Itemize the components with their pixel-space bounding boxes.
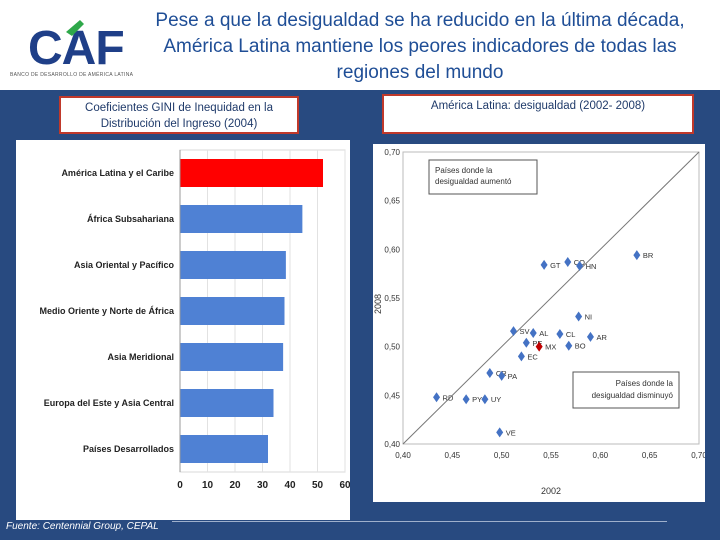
scatter-point bbox=[486, 367, 494, 378]
bar-category-label: América Latina y el Caribe bbox=[61, 168, 174, 178]
logo-tagline: BANCO DE DESARROLLO DE AMÉRICA LATINA bbox=[10, 72, 134, 78]
scatter-point bbox=[633, 250, 641, 261]
scatter-point bbox=[462, 394, 470, 405]
bar-x-tick-label: 50 bbox=[312, 480, 324, 491]
scatter-point-label: EC bbox=[527, 352, 538, 361]
scatter-point bbox=[496, 427, 504, 438]
annotation-box-above bbox=[428, 159, 538, 195]
scatter-point-label: RD bbox=[443, 393, 454, 402]
scatter-x-tick-label: 0,65 bbox=[642, 451, 658, 460]
bar-x-tick-label: 40 bbox=[284, 480, 296, 491]
bar-category-label: África Subsahariana bbox=[87, 214, 175, 224]
scatter-point bbox=[576, 260, 584, 271]
bar-x-tick-label: 10 bbox=[202, 480, 214, 491]
scatter-x-tick-label: 0,45 bbox=[445, 451, 461, 460]
scatter-y-tick-label: 0,70 bbox=[384, 148, 400, 157]
bar-x-tick-label: 60 bbox=[339, 480, 350, 491]
gini-bar bbox=[180, 205, 303, 233]
scatter-point-label: UY bbox=[491, 395, 501, 404]
annotation-above-line1: Países donde la bbox=[435, 166, 493, 175]
scatter-point bbox=[517, 351, 525, 362]
source-divider bbox=[172, 521, 667, 522]
gini-bar bbox=[180, 343, 284, 371]
scatter-point bbox=[498, 370, 506, 381]
scatter-point-label: VE bbox=[506, 428, 516, 437]
scatter-point bbox=[433, 392, 441, 403]
scatter-point-label: CL bbox=[566, 330, 576, 339]
scatter-point bbox=[481, 394, 489, 405]
right-chart-label: América Latina: desigualdad (2002- 2008) bbox=[382, 94, 694, 134]
scatter-point-label: MX bbox=[545, 343, 556, 352]
gini-bar bbox=[180, 435, 268, 463]
scatter-point-label: PA bbox=[508, 372, 517, 381]
annotation-above-line2: desigualdad aumentó bbox=[435, 177, 512, 186]
scatter-x-tick-label: 0,55 bbox=[543, 451, 559, 460]
bar-x-tick-label: 0 bbox=[177, 480, 183, 491]
scatter-point-label: PY bbox=[472, 395, 482, 404]
annotation-below-line2: desigualdad disminuyó bbox=[592, 391, 674, 400]
bar-category-label: Europa del Este y Asia Central bbox=[44, 398, 174, 408]
scatter-x-tick-label: 0,50 bbox=[494, 451, 510, 460]
bar-x-tick-label: 20 bbox=[229, 480, 241, 491]
left-chart-label: Coeficientes GINI de Inequidad en la Dis… bbox=[59, 96, 299, 134]
scatter-y-axis-title: 2008 bbox=[373, 294, 383, 314]
scatter-point-label: BR bbox=[643, 251, 654, 260]
scatter-x-tick-label: 0,40 bbox=[395, 451, 411, 460]
scatter-point bbox=[556, 329, 564, 340]
scatter-point-label: BO bbox=[575, 342, 586, 351]
scatter-point bbox=[529, 328, 537, 339]
scatter-y-tick-label: 0,60 bbox=[384, 245, 400, 254]
scatter-x-tick-label: 0,70 bbox=[691, 451, 705, 460]
scatter-point-label: NI bbox=[585, 312, 593, 321]
bar-category-label: Asia Meridional bbox=[107, 352, 174, 362]
scatter-point bbox=[586, 331, 594, 342]
scatter-point-label: AR bbox=[596, 333, 607, 342]
caf-logo-accent bbox=[66, 20, 84, 36]
scatter-y-tick-label: 0,40 bbox=[384, 440, 400, 449]
reference-line bbox=[402, 151, 700, 445]
bar-category-label: Países Desarrollados bbox=[83, 444, 174, 454]
gini-bar bbox=[180, 389, 274, 417]
scatter-point bbox=[575, 311, 583, 322]
scatter-point-label: GT bbox=[550, 261, 561, 270]
scatter-y-tick-label: 0,45 bbox=[384, 391, 400, 400]
scatter-x-axis-title: 2002 bbox=[541, 486, 561, 496]
gini-bar bbox=[180, 297, 285, 325]
annotation-box-below bbox=[572, 371, 680, 409]
slide-header: CAF BANCO DE DESARROLLO DE AMÉRICA LATIN… bbox=[0, 0, 720, 90]
scatter-y-tick-label: 0,55 bbox=[384, 294, 400, 303]
scatter-point-label: SV bbox=[520, 327, 530, 336]
inequality-scatter-chart: 0,40 0,45 0,50 0,55 0,60 0,65 0,70 0,40 0,45 0,50… bbox=[373, 144, 707, 502]
scatter-y-tick-label: 0,50 bbox=[384, 343, 400, 352]
bar-x-tick-label: 30 bbox=[257, 480, 269, 491]
bar-category-label: Medio Oriente y Norte de África bbox=[39, 306, 175, 316]
bar-category-label: Asia Oriental y Pacífico bbox=[74, 260, 175, 270]
scatter-point bbox=[564, 256, 572, 267]
scatter-point bbox=[540, 259, 548, 270]
scatter-point-label: AL bbox=[539, 329, 548, 338]
page-title: Pese a que la desigualdad se ha reducido… bbox=[155, 10, 685, 83]
scatter-y-tick-label: 0,65 bbox=[384, 197, 400, 206]
scatter-point-label: HN bbox=[586, 262, 597, 271]
caf-logo: CAF bbox=[28, 20, 125, 75]
scatter-point bbox=[522, 337, 530, 348]
gini-bar bbox=[180, 251, 286, 279]
gini-bar bbox=[180, 159, 323, 187]
scatter-point bbox=[535, 341, 543, 352]
gini-bar-chart: 0 10 20 30 40 50 60 América Latina y el Caribe Á… bbox=[16, 140, 351, 520]
scatter-point-label: PE bbox=[532, 339, 542, 348]
scatter-point bbox=[565, 340, 573, 351]
gini-bar-svg: 0 10 20 30 40 50 60 América Latina y el Caribe Á… bbox=[39, 149, 351, 491]
annotation-below-line1: Países donde la bbox=[616, 379, 674, 388]
scatter-point bbox=[510, 326, 518, 337]
inequality-scatter-svg: 0,40 0,45 0,50 0,55 0,60 0,65 0,70 0,40 0,45 0,50… bbox=[373, 148, 707, 496]
source-note: Fuente: Centennial Group, CEPAL bbox=[6, 521, 159, 532]
scatter-x-tick-label: 0,60 bbox=[593, 451, 609, 460]
